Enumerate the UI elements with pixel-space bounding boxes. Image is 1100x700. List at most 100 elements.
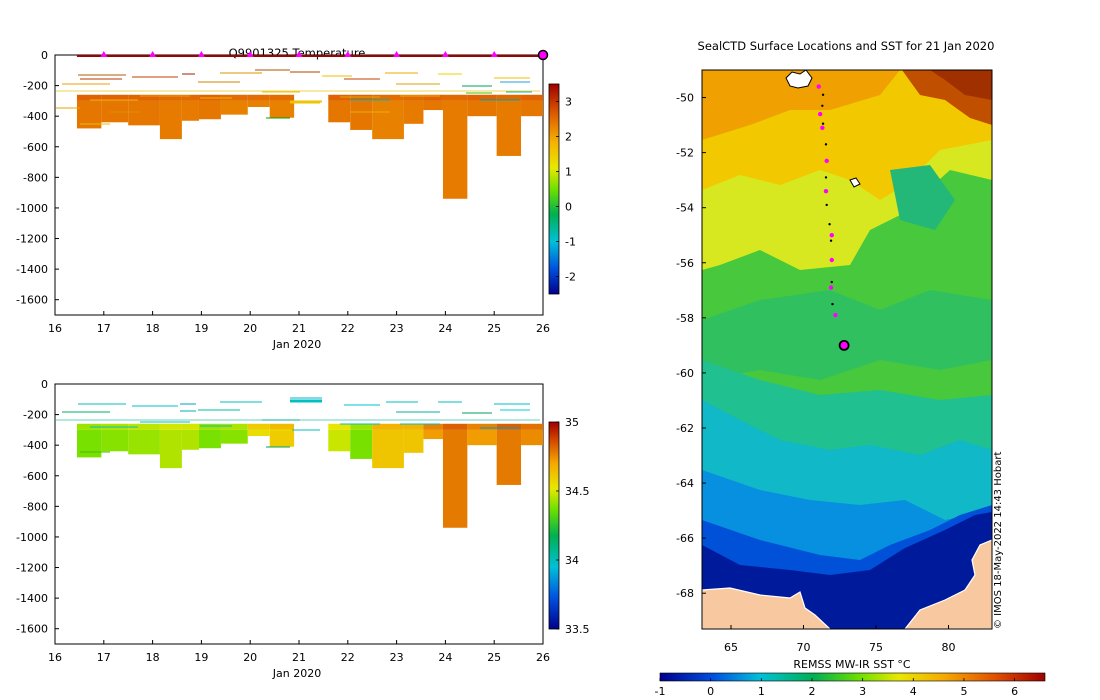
x-tick-label: 18 (146, 651, 160, 664)
surface-marker (149, 51, 157, 57)
sst-colorbar-tick-label: 2 (808, 685, 815, 698)
track-point-surface (817, 111, 823, 117)
lat-tick-label: -54 (676, 202, 694, 215)
profile-upper-band (101, 94, 129, 101)
profile-column (198, 100, 221, 120)
profile-column (403, 100, 424, 124)
profile-column (328, 429, 351, 452)
y-tick-label: -600 (23, 141, 48, 154)
profile-upper-band (372, 423, 404, 430)
y-tick-label: -1600 (16, 623, 48, 636)
lon-tick-label: 80 (942, 641, 956, 654)
profile-upper-band (423, 423, 443, 430)
profile-upper-band (442, 423, 468, 430)
current-position (838, 339, 850, 351)
colorbar-tick-label: 0 (565, 201, 572, 214)
track-point (828, 223, 831, 226)
lat-tick-label: -60 (676, 367, 694, 380)
sst-colorbar-tick-label: 6 (1011, 685, 1018, 698)
profile-column (521, 100, 543, 117)
track-point-surface (816, 84, 821, 89)
profile-column (128, 429, 160, 455)
temperature-plot-frame (54, 54, 544, 316)
track-point-surface (833, 312, 838, 318)
colorbar-tick-label: 35 (565, 416, 579, 429)
surface-marker (197, 51, 205, 57)
profile-column (403, 429, 424, 453)
y-tick-label: -1200 (16, 562, 48, 575)
profile-column (220, 100, 248, 115)
sst-colorbar-label: REMSS MW-IR SST °C (793, 658, 911, 671)
profile-column (247, 429, 270, 436)
profile-column (496, 100, 522, 156)
y-tick-label: -1400 (16, 263, 48, 276)
colorbar-tick-label: -1 (565, 236, 576, 249)
profile-upper-band (198, 423, 221, 430)
salinity-fine-lines (56, 397, 540, 453)
profile-upper-band (467, 423, 497, 430)
profile-column (521, 429, 543, 446)
x-tick-label: 26 (536, 322, 550, 335)
y-tick-label: -1400 (16, 592, 48, 605)
x-tick-label: 26 (536, 651, 550, 664)
x-tick-label: 23 (390, 322, 404, 335)
lat-tick-label: -66 (676, 532, 694, 545)
salinity-x-axis: 16 17 18 19 20 21 22 23 24 25 26 (48, 640, 550, 664)
surface-marker (246, 51, 254, 57)
temperature-y-axis: 0 -200 -400 -600 -800 -1000 -1200 -1400 -1600 (16, 49, 59, 307)
temperature-fine-lines (56, 69, 540, 125)
profile-column (372, 429, 404, 469)
track-point (831, 302, 834, 306)
profile-column (328, 100, 351, 123)
profile-upper-band (521, 423, 543, 430)
colorbar-tick-label: 34.5 (565, 485, 590, 498)
colorbar-tick-label: 3 (565, 96, 572, 109)
sst-field (702, 70, 992, 629)
track-point (825, 203, 828, 207)
profile-column (269, 429, 295, 447)
salinity-x-label: Jan 2020 (272, 667, 321, 680)
surface-marker (344, 51, 352, 57)
y-tick-label: -200 (23, 409, 48, 422)
profile-upper-band (521, 94, 543, 101)
salinity-colorbar: 35 34.5 34 33.5 (548, 416, 590, 636)
track-point-surface (820, 125, 825, 131)
y-tick-label: -1600 (16, 294, 48, 307)
profile-upper-band (350, 423, 373, 430)
x-tick-label: 25 (487, 651, 501, 664)
track-point (821, 104, 824, 107)
profile-upper-band (403, 423, 424, 430)
sst-colorbar-tick-label: 0 (707, 685, 714, 698)
x-tick-label: 16 (48, 651, 62, 664)
salinity-panel: 16 17 18 19 20 21 22 23 24 25 26 0 -200 -400 -600 -800… (16, 378, 589, 680)
surface-markers (76, 49, 549, 61)
profile-column (247, 100, 270, 107)
track-point (821, 122, 825, 125)
y-tick-label: 0 (41, 49, 48, 62)
x-tick-label: 19 (194, 322, 208, 335)
track-point-surface (829, 257, 834, 263)
surface-marker (393, 51, 401, 57)
profile-column (181, 429, 199, 450)
profile-upper-band (269, 94, 295, 101)
x-tick-label: 24 (438, 651, 452, 664)
profile-upper-band (350, 94, 373, 101)
profile-upper-band (76, 94, 102, 101)
y-tick-label: 0 (41, 378, 48, 391)
profile-column (350, 429, 373, 459)
x-tick-label: 21 (292, 651, 306, 664)
profile-upper-band (247, 94, 270, 101)
lat-tick-label: -68 (676, 587, 694, 600)
x-tick-label: 17 (97, 651, 111, 664)
profile-upper-band (269, 423, 295, 430)
x-tick-label: 22 (341, 651, 355, 664)
profile-upper-band (328, 423, 351, 430)
map-lat-axis: -50 -52 -54 -56 -58 -60 -62 -64 -66 -68 (676, 92, 706, 600)
colorbar-tick-label: 33.5 (565, 623, 590, 636)
y-tick-label: -1200 (16, 233, 48, 246)
profile-upper-band (128, 423, 160, 430)
salinity-colorbar-scale (548, 421, 560, 630)
lon-tick-label: 65 (724, 641, 738, 654)
sst-colorbar-tick-label: 3 (859, 685, 866, 698)
